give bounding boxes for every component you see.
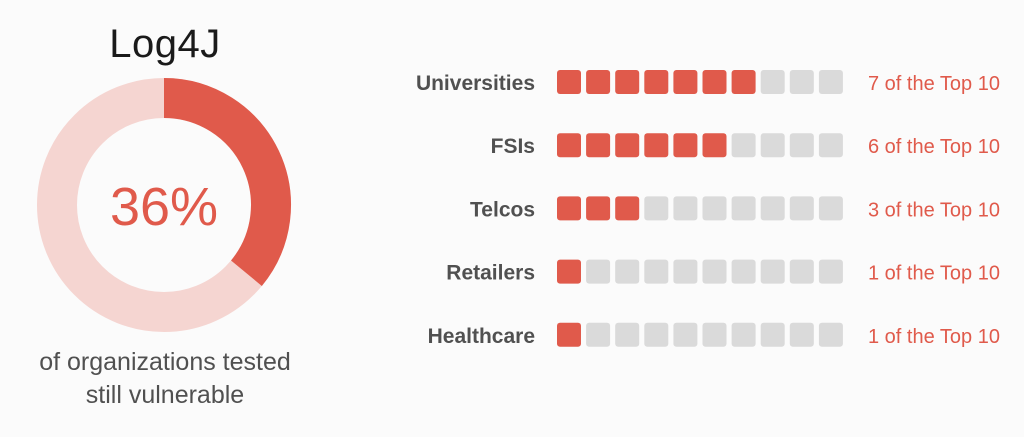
value-label: 1 of the Top 10 — [868, 326, 1000, 348]
empty-block — [644, 259, 669, 284]
value-label: 7 of the Top 10 — [868, 73, 1000, 95]
empty-block — [760, 196, 785, 221]
donut-caption: of organizations tested still vulnerable — [0, 346, 330, 412]
empty-block — [615, 322, 640, 347]
empty-block — [789, 259, 814, 284]
empty-block — [702, 259, 727, 284]
filled-block — [731, 70, 756, 94]
empty-block — [673, 196, 698, 221]
filled-block — [586, 133, 611, 158]
empty-block — [673, 322, 698, 347]
empty-block — [702, 322, 727, 347]
filled-block — [644, 133, 669, 158]
filled-block — [557, 196, 581, 221]
filled-block — [644, 70, 669, 94]
filled-block — [702, 70, 727, 94]
empty-block — [818, 70, 843, 94]
filled-block — [702, 133, 727, 158]
empty-block — [673, 259, 698, 284]
donut-caption-line-1: of organizations tested — [39, 348, 291, 376]
value-label: 3 of the Top 10 — [868, 199, 1000, 221]
value-label: 1 of the Top 10 — [868, 263, 1000, 285]
empty-block — [789, 322, 814, 347]
empty-block — [731, 259, 756, 284]
filled-block — [673, 133, 698, 158]
category-label: Universities — [416, 72, 535, 95]
donut-chart: 36% — [37, 78, 291, 332]
filled-block — [615, 196, 640, 221]
category-label: Telcos — [470, 198, 535, 221]
filled-block — [615, 133, 640, 158]
empty-block — [818, 133, 843, 158]
empty-block — [789, 133, 814, 158]
empty-block — [702, 196, 727, 221]
filled-block — [557, 322, 581, 347]
empty-block — [760, 259, 785, 284]
empty-block — [731, 322, 756, 347]
empty-block — [586, 259, 611, 284]
donut-caption-line-2: still vulnerable — [85, 381, 245, 409]
empty-block — [789, 70, 814, 94]
empty-block — [586, 322, 611, 347]
empty-block — [760, 133, 785, 158]
category-label: Healthcare — [428, 325, 535, 348]
category-label: FSIs — [491, 135, 535, 158]
donut-value-slice — [163, 78, 291, 286]
empty-block — [731, 196, 756, 221]
empty-block — [818, 196, 843, 221]
filled-block — [557, 133, 581, 158]
donut-title: Log4J — [109, 22, 221, 66]
filled-block — [615, 70, 640, 94]
empty-block — [760, 70, 785, 94]
filled-block — [557, 70, 581, 94]
filled-block — [586, 70, 611, 94]
empty-block — [644, 196, 669, 221]
empty-block — [644, 322, 669, 347]
empty-block — [789, 196, 814, 221]
empty-block — [818, 259, 843, 284]
category-label: Retailers — [446, 262, 535, 285]
empty-block — [818, 322, 843, 347]
empty-block — [731, 133, 756, 158]
value-label: 6 of the Top 10 — [868, 136, 1000, 158]
filled-block — [673, 70, 698, 94]
empty-block — [615, 259, 640, 284]
donut-center-label: 36% — [110, 177, 218, 237]
filled-block — [586, 196, 611, 221]
filled-block — [557, 259, 581, 284]
empty-block — [760, 322, 785, 347]
